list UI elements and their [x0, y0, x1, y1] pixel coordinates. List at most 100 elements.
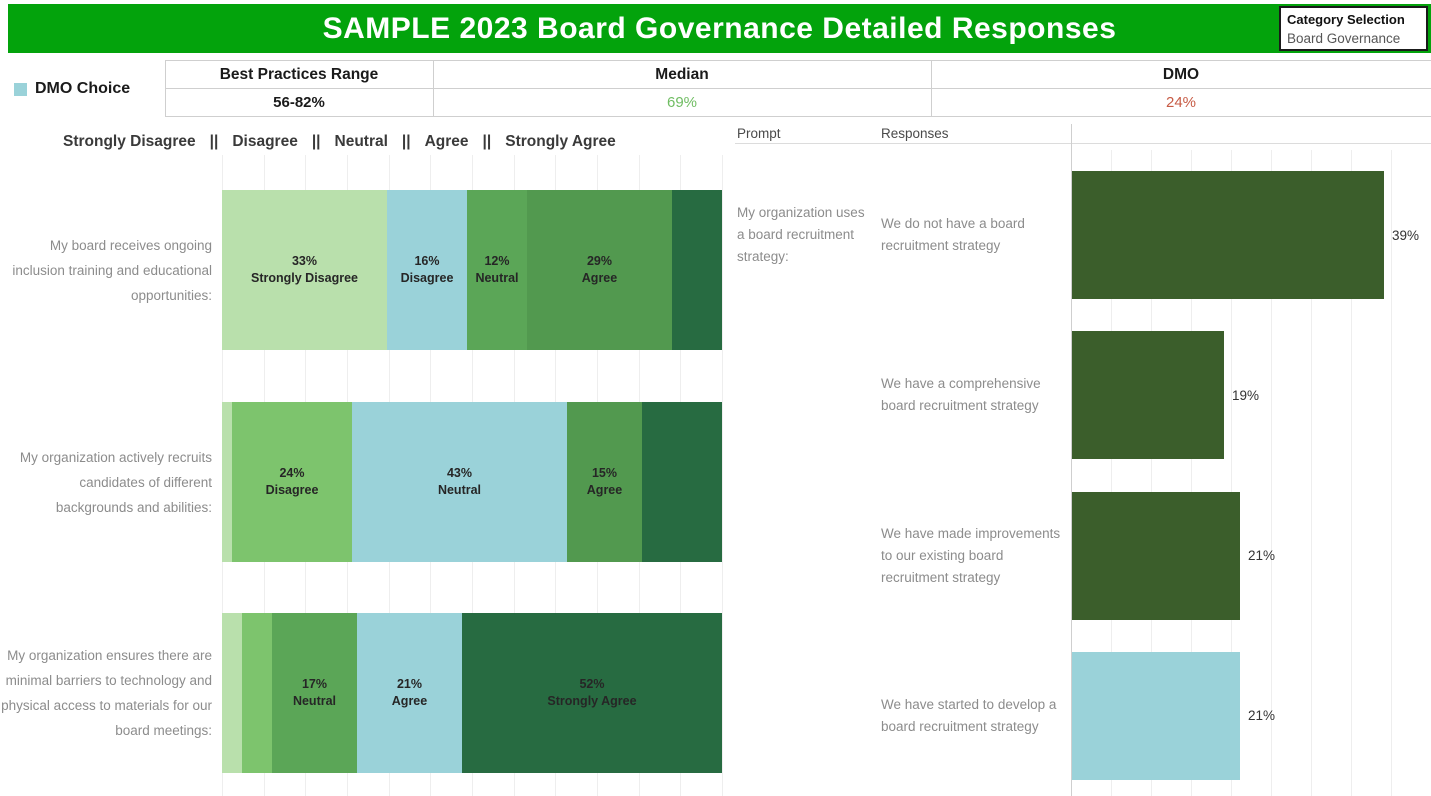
likert-segment-disagree[interactable]: 16% Disagree	[387, 190, 467, 350]
dmo-choice-swatch[interactable]	[14, 83, 27, 96]
likert-row: My organization actively recruits candid…	[0, 402, 735, 562]
response-bar[interactable]	[1072, 491, 1240, 620]
likert-segment-strongly-agree[interactable]	[672, 190, 722, 350]
gridline	[1111, 150, 1112, 796]
likert-segment-agree[interactable]: 29% Agree	[527, 190, 672, 350]
response-bar[interactable]	[1072, 331, 1224, 460]
summary-header-best-practices: Best Practices Range	[219, 66, 379, 83]
bar-value-label: 21%	[1248, 548, 1276, 564]
segment-value-label: 29%	[586, 254, 613, 268]
likert-row-label: My board receives ongoing inclusion trai…	[12, 237, 212, 303]
response-bar[interactable]	[1072, 171, 1384, 300]
segment-category-label: Agree	[586, 483, 623, 497]
segment-value-label: 16%	[414, 254, 440, 268]
dmo-choice-label: DMO Choice	[35, 80, 131, 97]
summary-header-median: Median	[655, 66, 709, 83]
table-border-top	[165, 60, 1431, 61]
likert-segment-disagree[interactable]: 24% Disagree	[232, 402, 352, 562]
category-selection-label: Category Selection	[1287, 12, 1405, 27]
gridline	[1271, 150, 1272, 796]
likert-separator: ||	[311, 133, 321, 150]
bar-value-label: 21%	[1248, 708, 1276, 724]
segment-value-label: 43%	[446, 466, 473, 480]
likert-separator: ||	[401, 133, 411, 150]
likert-row-label: My organization ensures there are minima…	[1, 648, 212, 738]
summary-value-median: 69%	[666, 93, 698, 111]
response-bar[interactable]	[1072, 651, 1240, 780]
segment-value-label: 12%	[484, 254, 510, 268]
likert-segment-neutral[interactable]: 17% Neutral	[272, 613, 357, 773]
likert-segment-strongly-agree[interactable]	[642, 402, 722, 562]
segment-category-label: Neutral	[475, 271, 519, 285]
page-title: SAMPLE 2023 Board Governance Detailed Re…	[322, 11, 1117, 45]
likert-segment-strongly-disagree[interactable]	[222, 613, 242, 773]
segment-category-label: Strongly Agree	[547, 694, 637, 708]
likert-segment-agree[interactable]: 15% Agree	[567, 402, 642, 562]
summary-header-dmo: DMO	[1162, 66, 1200, 83]
likert-segment-neutral[interactable]: 12% Neutral	[467, 190, 527, 350]
prompt-column-header: Prompt	[737, 126, 781, 141]
likert-separator: ||	[209, 133, 219, 150]
likert-category-agree: Agree	[424, 133, 469, 150]
segment-value-label: 15%	[591, 466, 618, 480]
category-selection-dropdown[interactable]: Category Selection Board Governance	[1279, 6, 1428, 51]
gridline	[1191, 150, 1192, 796]
gridline	[1311, 150, 1312, 796]
likert-row: My board receives ongoing inclusion trai…	[0, 190, 735, 350]
table-border-left	[165, 60, 166, 116]
likert-stacked-bar: 33% Strongly Disagree 16% Disagree 12% Neutra…	[222, 190, 722, 350]
table-divider-2	[931, 60, 932, 116]
segment-value-label: 21%	[396, 677, 423, 691]
gridline	[1351, 150, 1352, 796]
likert-stacked-bar: 17% Neutral 21% Agree 52% Strongly Agree	[222, 613, 722, 773]
right-chart-axis	[1071, 124, 1072, 796]
bar-value-label: 19%	[1232, 387, 1260, 403]
summary-value-best-practices: 56-82%	[273, 93, 325, 111]
likert-segment-disagree[interactable]	[242, 613, 272, 773]
gridline	[1391, 150, 1392, 796]
gridline	[722, 155, 723, 796]
likert-category-neutral: Neutral	[334, 133, 388, 150]
segment-category-label: Disagree	[265, 483, 319, 497]
likert-segment-strongly-agree[interactable]: 52% Strongly Agree	[462, 613, 722, 773]
likert-stacked-bar: 24% Disagree 43% Neutral 15% Agree	[222, 402, 722, 562]
likert-segment-strongly-disagree[interactable]: 33% Strongly Disagree	[222, 190, 387, 350]
response-cell: We do not have a board recruitment strat…	[881, 216, 1025, 254]
prompt-cell: My organization uses a board recruitment…	[737, 205, 865, 265]
responses-column-header: Responses	[881, 126, 949, 141]
gridline	[1231, 150, 1232, 796]
likert-segment-strongly-disagree[interactable]	[222, 402, 232, 562]
right-header-underline	[735, 143, 1431, 144]
segment-category-label: Agree	[391, 694, 428, 708]
segment-value-label: 52%	[579, 677, 605, 691]
segment-value-label: 17%	[301, 677, 328, 691]
bar-value-label: 39%	[1392, 227, 1420, 243]
table-border-mid	[165, 88, 1431, 89]
response-cell: We have a comprehensive board recruitmen…	[881, 376, 1041, 414]
likert-category-strongly-disagree: Strongly Disagree	[63, 133, 196, 150]
summary-value-dmo: 24%	[1165, 93, 1197, 111]
likert-category-disagree: Disagree	[232, 133, 298, 150]
likert-category-strongly-agree: Strongly Agree	[505, 133, 616, 150]
likert-segment-neutral[interactable]: 43% Neutral	[352, 402, 567, 562]
segment-category-label: Agree	[581, 271, 618, 285]
gridline	[1151, 150, 1152, 796]
likert-row: My organization ensures there are minima…	[0, 613, 735, 773]
table-divider-1	[433, 60, 434, 116]
segment-value-label: 24%	[279, 466, 305, 480]
segment-category-label: Neutral	[292, 694, 337, 708]
header-bar: SAMPLE 2023 Board Governance Detailed Re…	[8, 4, 1431, 53]
segment-category-label: Neutral	[437, 483, 482, 497]
likert-category-header: Strongly Disagree || Disagree || Neutral…	[63, 133, 616, 151]
segment-category-label: Strongly Disagree	[251, 271, 358, 285]
likert-separator: ||	[482, 133, 492, 150]
category-selection-value[interactable]: Board Governance	[1287, 31, 1401, 46]
response-cell: We have started to develop a board recru…	[881, 696, 1057, 734]
likert-row-label: My organization actively recruits candid…	[19, 449, 212, 515]
segment-value-label: 33%	[291, 254, 318, 268]
likert-segment-agree[interactable]: 21% Agree	[357, 613, 462, 773]
response-cell: We have made improvements to our existin…	[881, 525, 1061, 585]
table-border-bottom	[165, 116, 1431, 117]
segment-category-label: Disagree	[400, 271, 454, 285]
